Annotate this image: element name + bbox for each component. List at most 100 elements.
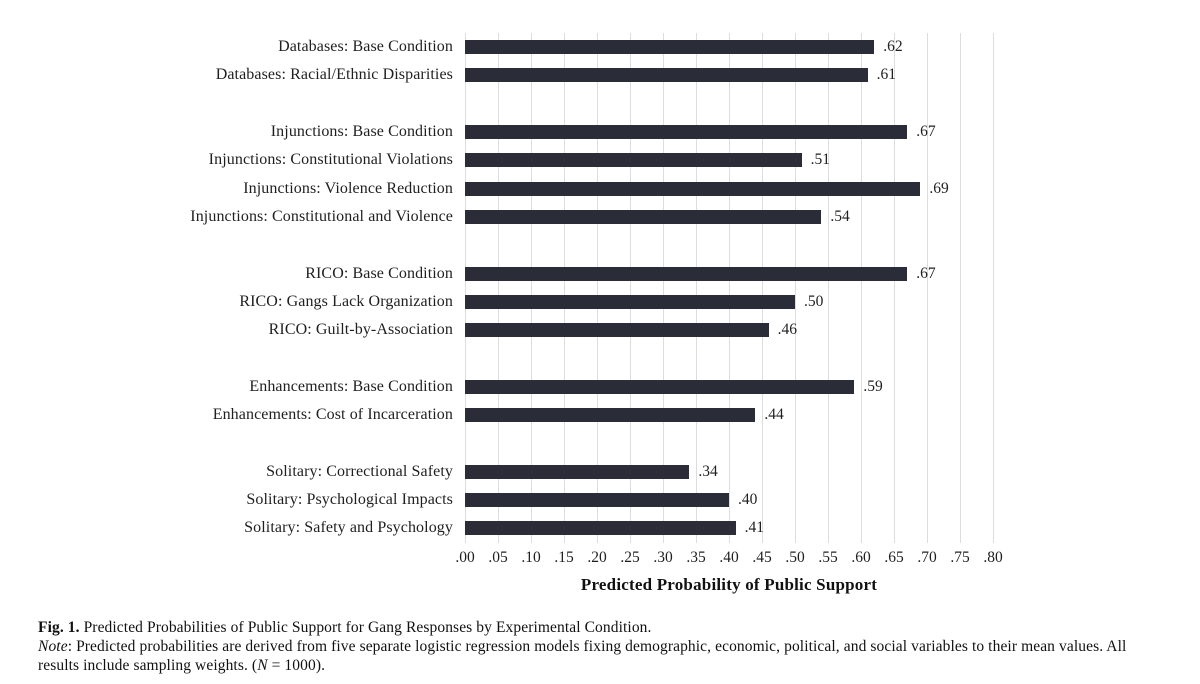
gridline [564,33,565,543]
bar-track: .67 [465,259,1200,287]
bar-value-label: .40 [738,490,758,508]
gridline [597,33,598,543]
bar [465,521,736,536]
figure-caption: Fig. 1. Predicted Probabilities of Publi… [38,618,1134,675]
chart-rows: Databases: Base Condition .62 Databases: R… [0,33,1200,543]
bar [465,379,855,394]
category-label: Enhancements: Cost of Incarceration [212,406,453,423]
bar-row: RICO: Gangs Lack Organization .50 [0,288,1200,316]
category-label: Databases: Base Condition [278,38,453,56]
bar [465,40,875,55]
bar-row: Injunctions: Violence Reduction .69 [0,174,1200,202]
bar-value-label: .61 [876,66,896,84]
bar-value-label: .54 [830,207,850,225]
category-label: Injunctions: Violence Reduction [243,179,453,197]
bar-value-label: .34 [698,462,718,480]
bar [465,153,802,168]
category-label: Databases: Racial/Ethnic Disparities [215,66,453,84]
bar-track: .50 [465,288,1200,316]
x-tick-label: .30 [653,549,673,566]
group-spacer [0,344,1200,372]
gridline [465,33,466,543]
bar-track: .62 [465,33,1200,61]
x-tick-label: .50 [785,549,805,566]
bar-track: .54 [465,203,1200,231]
category-label: Injunctions: Base Condition [270,123,453,141]
caption-note-label: Note [38,638,68,655]
chart-gridlines [465,33,994,543]
figure-1-chart: Databases: Base Condition .62 Databases: R… [0,33,1200,594]
bar [465,294,795,309]
x-tick-label: .65 [884,549,904,566]
category-label: Injunctions: Constitutional and Violence [190,207,453,225]
x-tick-label: .10 [521,549,541,566]
category-label: Solitary: Psychological Impacts [246,490,453,508]
gridline [762,33,763,543]
gridline [861,33,862,543]
x-tick-label: .55 [818,549,838,566]
category-label: RICO: Guilt-by-Association [268,321,453,339]
bar-row: Injunctions: Base Condition .67 [0,118,1200,146]
caption-note-n: N [257,657,268,674]
bar [465,181,921,196]
x-tick-label: .25 [620,549,640,566]
bar-row: Databases: Base Condition .62 [0,33,1200,61]
bar-row: Databases: Racial/Ethnic Disparities .61 [0,61,1200,89]
bar [465,68,868,83]
x-tick-label: .70 [917,549,937,566]
bar-value-label: .51 [810,151,830,169]
bar [465,323,769,338]
group-spacer [0,231,1200,259]
x-tick-label: .00 [455,549,475,566]
x-tick-label: .75 [950,549,970,566]
gridline [960,33,961,543]
x-axis-ticks: .00 .05 .10 .15 .20 .25 .30 .35 .40 .45 .50 .55 .60.… [455,549,1002,569]
bar [465,492,729,507]
bar-row: RICO: Guilt-by-Association .46 [0,316,1200,344]
bar-value-label: .41 [744,519,764,537]
bar-row: RICO: Base Condition .67 [0,259,1200,287]
bar [465,408,756,422]
gridline [927,33,928,543]
category-label: Solitary: Correctional Safety [266,462,453,480]
bar-row: Solitary: Correctional Safety .34 [0,457,1200,485]
x-tick-label: .45 [752,549,772,566]
bar-value-label: .46 [777,321,797,339]
bar-value-label: .67 [916,264,936,282]
bar-value-label: .59 [863,377,883,395]
bar-track: .41 [465,514,1200,542]
bar-track: .67 [465,118,1200,146]
gridline [993,33,994,543]
x-tick-label: .60 [851,549,871,566]
bar-value-label: .67 [916,123,936,141]
bar-track: .34 [465,457,1200,485]
gridline [729,33,730,543]
x-tick-label: .40 [719,549,739,566]
category-label: Solitary: Safety and Psychology [244,519,453,537]
bar-track: .61 [465,61,1200,89]
bar-value-label: .69 [929,179,949,197]
caption-fig-text: Predicted Probabilities of Public Suppor… [79,619,652,636]
gridline [663,33,664,543]
bar-row: Injunctions: Constitutional and Violence… [0,203,1200,231]
bar-row: Solitary: Psychological Impacts .40 [0,486,1200,514]
bar [465,209,822,224]
caption-note-suffix: = 1000). [267,657,326,674]
gridline [894,33,895,543]
bar-value-label: .50 [804,292,824,310]
caption-fig-label: Fig. 1. [38,619,80,636]
gridline [696,33,697,543]
category-label: Enhancements: Base Condition [249,377,453,395]
x-tick-label: .35 [686,549,706,566]
bar-track: .44 [465,401,1200,429]
group-spacer [0,429,1200,457]
bar-row: Injunctions: Constitutional Violations .5… [0,146,1200,174]
category-label: Injunctions: Constitutional Violations [208,151,453,169]
x-axis-title: Predicted Probability of Public Support [580,575,878,594]
bar-track: .51 [465,146,1200,174]
caption-note-body: : Predicted probabilities are derived fr… [38,638,1127,674]
gridline [531,33,532,543]
x-tick-label: .05 [488,549,508,566]
bar [465,125,908,140]
group-spacer [0,90,1200,118]
